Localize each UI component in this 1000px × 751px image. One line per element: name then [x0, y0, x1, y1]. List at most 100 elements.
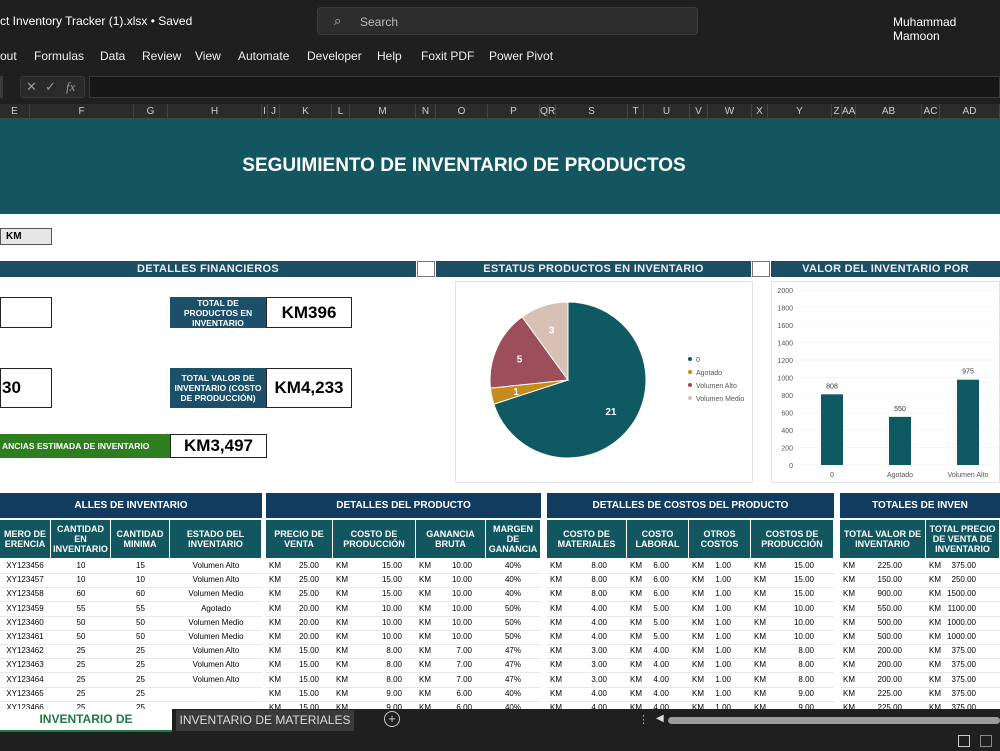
col-header[interactable]: AB [856, 104, 922, 119]
col-header[interactable]: M [350, 104, 416, 119]
currency-cell[interactable]: KM [843, 646, 855, 656]
col-header[interactable]: Q [540, 104, 548, 119]
currency-cell[interactable]: KM [843, 703, 855, 709]
currency-cell[interactable]: KM [692, 617, 704, 627]
amount-cell[interactable]: 8.00 [386, 646, 402, 656]
amount-cell[interactable]: 1000.00 [947, 632, 976, 641]
currency-cell[interactable]: KM [419, 575, 431, 585]
col-header[interactable]: I [262, 104, 268, 119]
currency-cell[interactable]: KM [269, 674, 281, 684]
col-header[interactable]: Z [832, 104, 842, 119]
currency-cell[interactable]: KM [419, 603, 431, 613]
amount-cell[interactable]: 15.00 [381, 589, 402, 599]
currency-cell[interactable]: KM [550, 575, 562, 585]
currency-cell[interactable]: KM [630, 674, 642, 684]
more-icon[interactable]: ⋮ [638, 714, 649, 726]
kpi-box-1[interactable] [0, 297, 52, 328]
amount-cell[interactable]: 15.00 [381, 561, 402, 570]
status-cell[interactable]: Volumen Alto [192, 575, 240, 585]
currency-cell[interactable]: KM [929, 589, 941, 599]
currency-cell[interactable]: KM [630, 575, 642, 585]
currency-cell[interactable]: KM [929, 703, 941, 709]
amount-cell[interactable]: 25.00 [298, 589, 319, 599]
amount-cell[interactable]: 4.00 [591, 603, 607, 613]
amount-cell[interactable]: 1.00 [715, 632, 731, 641]
currency-cell[interactable]: KM [929, 603, 941, 613]
col-header[interactable]: J [268, 104, 280, 119]
amount-cell[interactable]: 1.00 [715, 603, 731, 613]
currency-cell[interactable]: KM [419, 561, 431, 570]
col-header[interactable]: K [280, 104, 332, 119]
qty-cell[interactable]: 50 [76, 632, 86, 641]
worksheet[interactable]: SEGUIMIENTO DE INVENTARIO DE PRODUCTOS K… [0, 119, 1000, 709]
amount-cell[interactable]: 375.00 [951, 688, 976, 698]
currency-cell[interactable]: KM [0, 228, 52, 245]
currency-cell[interactable]: KM [336, 688, 348, 698]
amount-cell[interactable]: 6.00 [653, 561, 669, 570]
min-qty-cell[interactable]: 50 [136, 617, 145, 627]
currency-cell[interactable]: KM [269, 703, 281, 709]
amount-cell[interactable]: 20.00 [298, 603, 319, 613]
horizontal-scrollbar[interactable] [668, 717, 1000, 724]
col-header[interactable]: N [416, 104, 436, 119]
currency-cell[interactable]: KM [630, 561, 642, 570]
amount-cell[interactable]: 5.00 [653, 632, 669, 641]
currency-cell[interactable]: KM [419, 632, 431, 641]
amount-cell[interactable]: 4.00 [653, 646, 669, 656]
amount-cell[interactable]: 200.00 [877, 674, 902, 684]
qty-cell[interactable]: 10 [76, 561, 86, 570]
col-header[interactable]: V [690, 104, 708, 119]
amount-cell[interactable]: 4.00 [591, 617, 607, 627]
col-header[interactable]: AA [842, 104, 856, 119]
currency-cell[interactable]: KM [269, 688, 281, 698]
column-header[interactable]: MARGEN DE GANANCIA [486, 520, 541, 558]
currency-cell[interactable]: KM [269, 561, 281, 570]
amount-cell[interactable]: 15.00 [298, 688, 319, 698]
status-cell[interactable] [170, 701, 262, 709]
status-cell[interactable] [170, 687, 262, 701]
currency-cell[interactable]: KM [754, 674, 766, 684]
currency-cell[interactable]: KM [630, 632, 642, 641]
column-header[interactable]: COSTO DE PRODUCCIÓN [333, 520, 416, 558]
currency-cell[interactable]: KM [419, 646, 431, 656]
menu-view[interactable]: View [195, 49, 221, 63]
margin-cell[interactable]: 40% [504, 688, 521, 698]
menu-review[interactable]: Review [142, 49, 182, 63]
pie-slice[interactable] [521, 301, 569, 382]
sku-cell[interactable]: XY123456 [6, 561, 44, 570]
amount-cell[interactable]: 1.00 [715, 589, 731, 599]
currency-cell[interactable]: KM [336, 660, 348, 670]
currency-cell[interactable]: KM [269, 575, 281, 585]
sku-cell[interactable]: XY123462 [6, 646, 44, 656]
tab-inventario-productos[interactable]: INVENTARIO DE PRODUCTOS [0, 709, 172, 747]
min-qty-cell[interactable]: 25 [136, 703, 145, 709]
amount-cell[interactable]: 9.00 [386, 688, 402, 698]
currency-cell[interactable]: KM [692, 660, 704, 670]
amount-cell[interactable]: 250.00 [951, 575, 976, 585]
amount-cell[interactable]: 15.00 [793, 561, 814, 570]
currency-cell[interactable]: KM [754, 575, 766, 585]
currency-cell[interactable]: KM [754, 617, 766, 627]
min-qty-cell[interactable]: 25 [136, 674, 145, 684]
currency-cell[interactable]: KM [419, 703, 431, 709]
value-bar-chart[interactable]: 2000 1800 1600 1400 1200 1000 800 600 400 200 0 808… [771, 281, 1000, 483]
sku-cell[interactable]: XY123458 [6, 589, 44, 599]
sku-cell[interactable]: XY123465 [6, 688, 44, 698]
currency-cell[interactable]: KM [550, 660, 562, 670]
amount-cell[interactable]: 550.00 [877, 603, 902, 613]
column-header[interactable]: MERO DE ERENCIA [0, 520, 51, 558]
currency-cell[interactable]: KM [550, 589, 562, 599]
margin-cell[interactable]: 50% [504, 603, 521, 613]
amount-cell[interactable]: 9.00 [798, 688, 814, 698]
amount-cell[interactable]: 10.00 [451, 561, 472, 570]
sku-cell[interactable]: XY123457 [6, 575, 44, 585]
currency-cell[interactable]: KM [692, 632, 704, 641]
sku-cell[interactable]: XY123461 [6, 632, 44, 641]
amount-cell[interactable]: 15.00 [298, 660, 319, 670]
min-qty-cell[interactable]: 60 [136, 589, 145, 599]
currency-cell[interactable]: KM [929, 660, 941, 670]
menu-data[interactable]: Data [100, 49, 126, 63]
amount-cell[interactable]: 15.00 [793, 575, 814, 585]
amount-cell[interactable]: 900.00 [877, 589, 902, 599]
amount-cell[interactable]: 8.00 [591, 561, 607, 570]
